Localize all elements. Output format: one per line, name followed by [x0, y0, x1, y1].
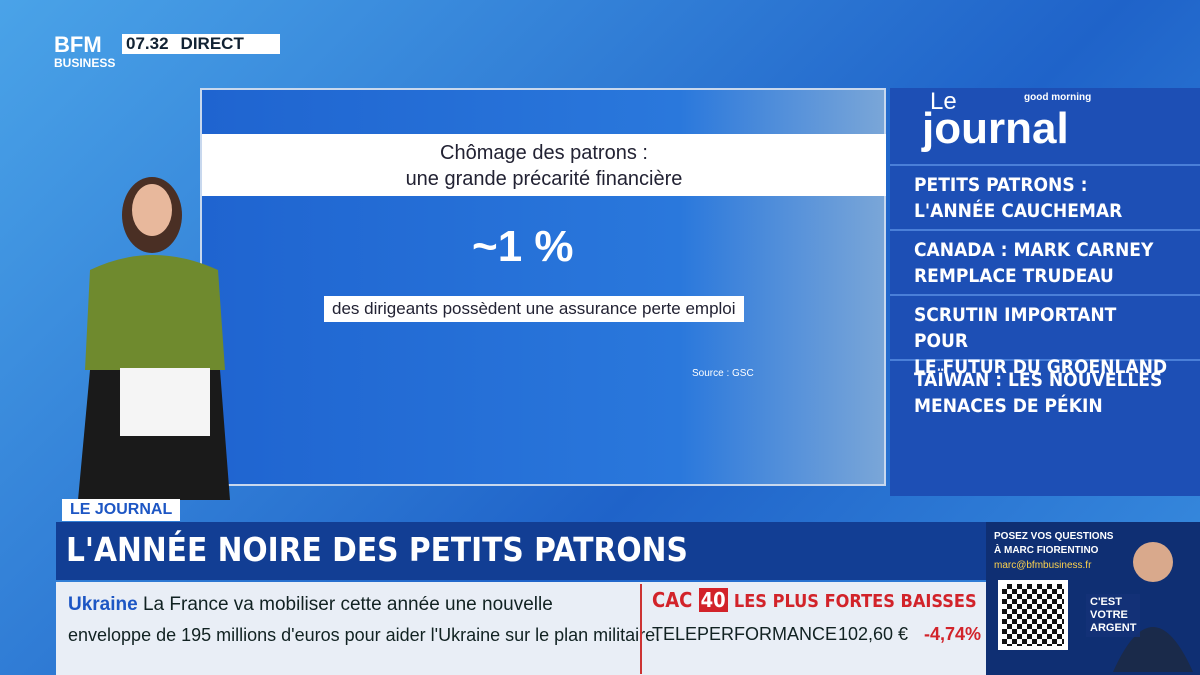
ticker-line: enveloppe de 195 millions d'euros pour a…	[68, 625, 661, 645]
stock: TELEPERFORMANCE	[652, 624, 838, 644]
live-label: DIRECT	[180, 34, 244, 53]
index: CAC	[652, 588, 693, 612]
market: CAC 40 LES PLUS FORTES BAISSES TELEPERFO…	[640, 584, 985, 674]
source: Source : GSC	[692, 368, 754, 379]
headline-item: CANADA : MARK CARNEY REMPLACE TRUDEAU	[890, 229, 1200, 294]
presenter	[78, 177, 230, 500]
ticker-line: La France va mobiliser cette année une n…	[142, 594, 553, 615]
headline-line: PETITS PATRONS :	[914, 174, 1088, 196]
price: 102,60 €	[838, 624, 909, 644]
headline-bar	[56, 522, 986, 580]
lower-tag: LE JOURNAL	[62, 499, 181, 521]
headline-item: SCRUTIN IMPORTANT POUR LE FUTUR DU GROENL…	[890, 294, 1200, 378]
qr-code	[998, 580, 1068, 650]
stat: ~1 %	[472, 222, 574, 271]
logo-top: BFM	[54, 32, 102, 57]
headline-line: SCRUTIN IMPORTANT POUR	[914, 304, 1117, 352]
headline-line: CANADA : MARK CARNEY	[914, 239, 1154, 261]
show-line: VOTRE	[1090, 609, 1128, 621]
headline-item: PETITS PATRONS : L'ANNÉE CAUCHEMAR	[890, 164, 1200, 229]
show-line: C'EST	[1090, 596, 1122, 608]
show-small: good morning	[1024, 92, 1092, 103]
headline-line: REMPLACE TRUDEAU	[914, 265, 1114, 287]
sweater	[85, 255, 225, 370]
promo-line: POSEZ VOS QUESTIONS	[994, 531, 1114, 542]
ticker	[56, 582, 986, 675]
promo: POSEZ VOS QUESTIONS À MARC FIORENTINO ma…	[986, 522, 1200, 675]
show-name: journal	[922, 104, 1069, 153]
market-heading: CAC 40 LES PLUS FORTES BAISSES	[652, 588, 977, 612]
ticker-topic: Ukraine	[68, 594, 138, 615]
studio-screen: Chômage des patrons : une grande précari…	[200, 88, 886, 486]
headline-line: TAÏWAN : LES NOUVELLES	[914, 369, 1163, 391]
face	[132, 184, 172, 236]
host-photo	[1113, 542, 1193, 672]
screen-title: Chômage des patrons : une grande précari…	[202, 134, 886, 196]
logo-bottom: BUSINESS	[54, 56, 116, 70]
sidebar: good morning Le journal PETITS PATRONS :…	[890, 88, 1200, 496]
ticker-text: Ukraine La France va mobiliser cette ann…	[68, 590, 661, 650]
headlines: PETITS PATRONS : L'ANNÉE CAUCHEMAR CANADA …	[890, 164, 1200, 424]
email: marc@bfmbusiness.fr	[994, 560, 1092, 571]
show-le: Le	[930, 88, 957, 115]
index-number: 40	[698, 588, 728, 612]
headline-line: MENACES DE PÉKIN	[914, 395, 1103, 417]
show-line: ARGENT	[1090, 622, 1137, 634]
promo-line: À MARC FIORENTINO	[994, 545, 1099, 556]
stat-caption: des dirigeants possèdent une assurance p…	[324, 296, 744, 322]
clock-badge: 07.32 DIRECT	[122, 34, 280, 54]
time: 07.32	[126, 34, 169, 53]
change: -4,74%	[924, 624, 982, 644]
heading: LES PLUS FORTES BAISSES	[733, 591, 977, 612]
headline-line: L'ANNÉE CAUCHEMAR	[914, 200, 1123, 222]
headline: L'ANNÉE NOIRE DES PETITS PATRONS	[66, 530, 688, 569]
headline-line: LE FUTUR DU GROENLAND	[914, 356, 1168, 378]
title-line: Chômage des patrons :	[440, 142, 648, 164]
headline-item: TAÏWAN : LES NOUVELLES MENACES DE PÉKIN	[890, 359, 1200, 424]
logo: BFM BUSINESS	[54, 32, 122, 76]
paper	[120, 368, 210, 436]
title-line: une grande précarité financière	[405, 168, 683, 190]
